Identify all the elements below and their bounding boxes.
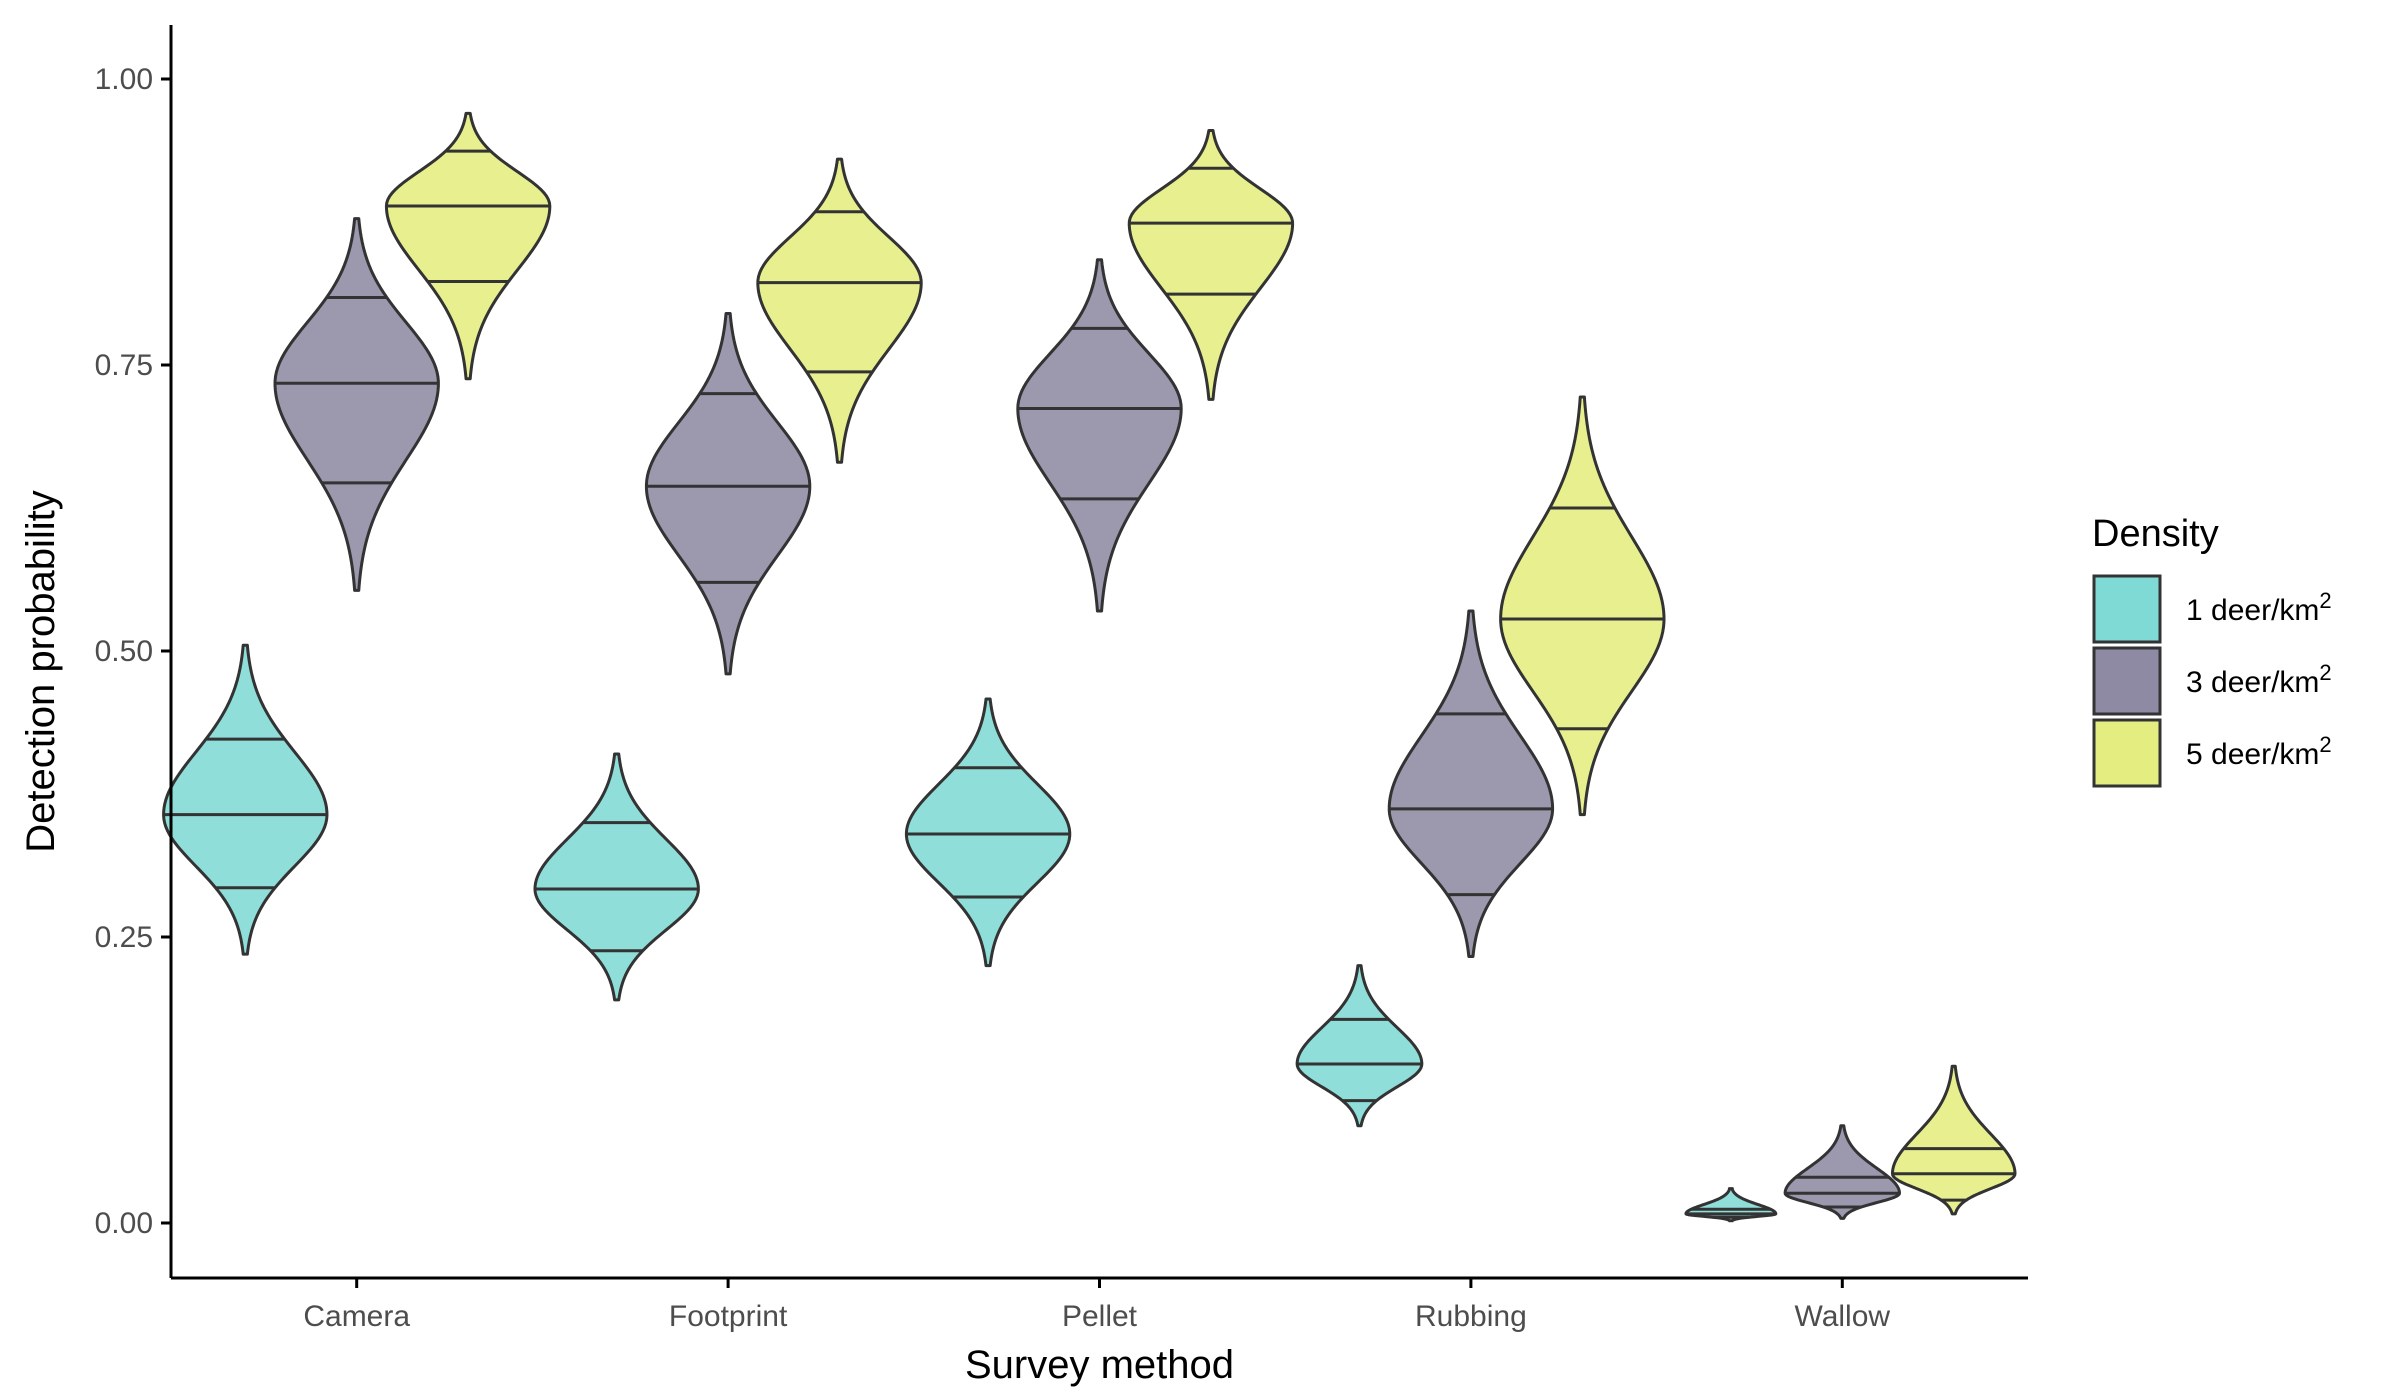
violin-body — [756, 157, 923, 464]
x-axis-title: Survey method — [965, 1343, 1234, 1387]
legend: Density 1 deer/km2 3 deer/km2 5 deer/km2 — [2092, 513, 2332, 788]
axes: 0.00 0.25 0.50 0.75 1.00 Camera Footprint Pell… — [95, 25, 2028, 1333]
y-tick-label: 0.50 — [95, 635, 153, 668]
y-ticks: 0.00 0.25 0.50 0.75 1.00 — [95, 63, 171, 1240]
y-tick-label: 0.75 — [95, 349, 153, 382]
violin-body — [1783, 1124, 1901, 1220]
x-tick-label: Wallow — [1795, 1300, 1891, 1333]
x-tick-label: Pellet — [1062, 1300, 1138, 1333]
violin-body — [644, 312, 812, 676]
violin-body — [384, 111, 552, 381]
violin-body — [162, 643, 329, 956]
x-tick-label: Camera — [303, 1300, 410, 1333]
violin-body — [1499, 395, 1666, 817]
legend-items: 1 deer/km2 3 deer/km2 5 deer/km2 — [2092, 574, 2332, 788]
legend-swatch — [2092, 646, 2162, 716]
legend-title: Density — [2092, 513, 2219, 555]
legend-label: 5 deer/km2 — [2186, 732, 2332, 771]
y-tick-label: 0.00 — [95, 1207, 153, 1240]
y-tick-label: 0.25 — [95, 921, 153, 954]
violin-layer — [162, 111, 2017, 1223]
violin-body — [1016, 258, 1183, 613]
violin-body — [904, 697, 1072, 968]
x-tick-label: Footprint — [669, 1300, 788, 1333]
violin-body — [533, 752, 700, 1002]
x-ticks: Camera Footprint Pellet Rubbing Wallow — [303, 1278, 1890, 1333]
violin-body — [1890, 1064, 2017, 1216]
violin-body — [273, 217, 440, 592]
violin-body — [1387, 609, 1555, 958]
violin-body — [1295, 964, 1424, 1128]
y-tick-label: 1.00 — [95, 63, 153, 96]
legend-swatch — [2092, 718, 2162, 788]
legend-swatch — [2092, 574, 2162, 644]
y-axis-title: Detection probability — [19, 490, 63, 852]
legend-label: 1 deer/km2 — [2186, 588, 2332, 627]
legend-label: 3 deer/km2 — [2186, 660, 2332, 699]
x-tick-label: Rubbing — [1415, 1300, 1527, 1333]
violin-body — [1127, 128, 1295, 401]
